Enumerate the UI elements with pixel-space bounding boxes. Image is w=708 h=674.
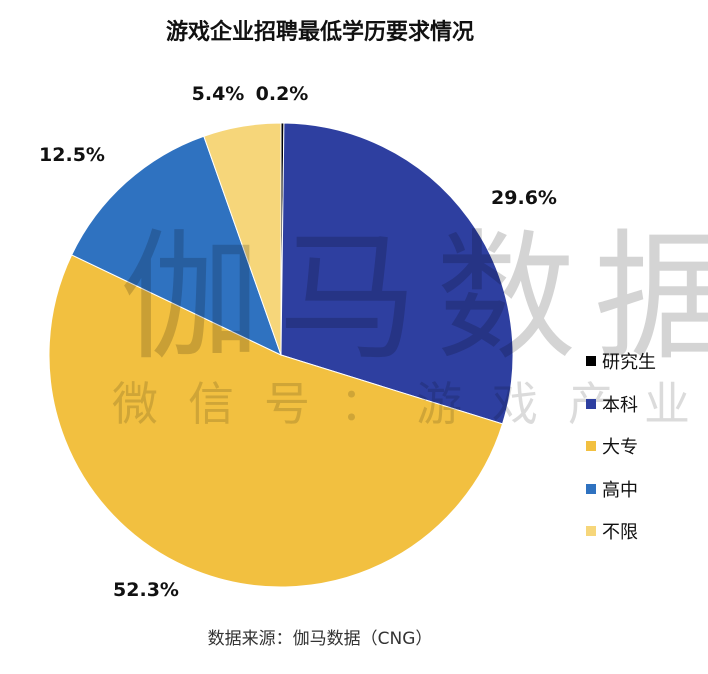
data-label: 52.3% (113, 579, 179, 601)
source-note: 数据来源：伽马数据（CNG） (207, 629, 433, 649)
legend-swatch (586, 398, 596, 409)
legend-label: 研究生 (602, 352, 656, 374)
legend: 研究生 本科 大专 高中 不限 (586, 340, 656, 553)
legend-swatch (586, 483, 596, 494)
legend-item-postgrad: 研究生 (586, 340, 656, 383)
legend-label: 本科 (602, 394, 638, 416)
data-label: 29.6% (491, 187, 557, 209)
data-label: 5.4% (192, 83, 245, 105)
pie-slice (71, 135, 282, 356)
pie-slice (280, 122, 514, 425)
pie-slice (203, 122, 282, 356)
data-label: 12.5% (39, 144, 105, 166)
data-label: 0.2% (256, 83, 309, 105)
pie-slice (48, 254, 504, 588)
legend-item-bachelor: 本科 (586, 383, 656, 426)
legend-label: 不限 (602, 522, 638, 544)
legend-item-unlimited: 不限 (586, 510, 656, 553)
legend-item-college: 大专 (586, 425, 656, 468)
legend-label: 高中 (602, 479, 638, 501)
chart-title: 游戏企业招聘最低学历要求情况 (165, 20, 474, 45)
legend-item-highschool: 高中 (586, 468, 656, 511)
legend-swatch (586, 356, 596, 367)
legend-swatch (586, 526, 596, 537)
legend-label: 大专 (602, 437, 638, 459)
legend-swatch (586, 441, 596, 452)
